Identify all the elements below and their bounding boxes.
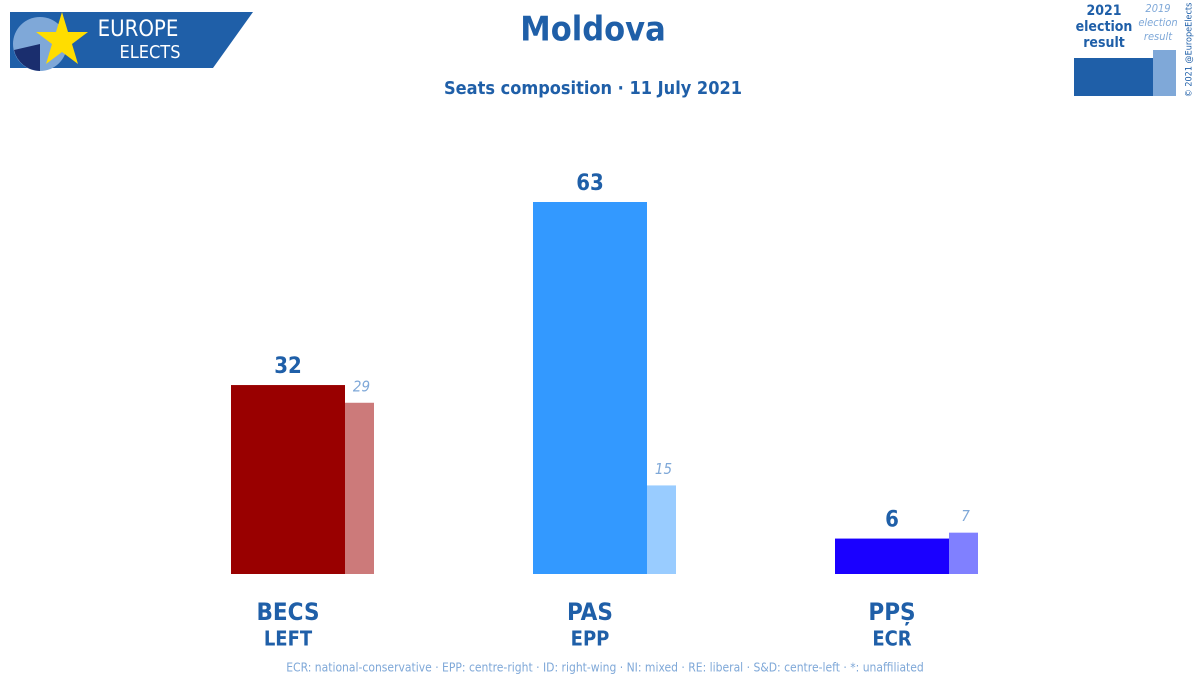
footnote: ECR: national-conservative · EPP: centre… [286,661,924,675]
value-label: 6 [885,508,899,533]
value-label-previous: 29 [353,377,370,395]
value-label: 63 [576,171,604,196]
category-label: PPȘ [868,598,915,626]
group-label: ECR [872,627,911,651]
legend-label: result [1083,35,1125,51]
bar [231,385,345,574]
group-label: LEFT [264,627,313,651]
value-label: 32 [274,354,302,379]
copyright: © 2021 @EuropeElects [1185,3,1195,98]
category-label: BECS [256,598,319,626]
value-label-previous: 7 [961,507,970,525]
logo-slice [14,44,40,71]
legend-swatch [1074,58,1153,96]
chart-subtitle: Seats composition · 11 July 2021 [444,78,742,99]
chart-title: Moldova [520,10,665,50]
legend-label: election [1076,19,1133,35]
logo-text: EUROPE [98,17,179,42]
bar-previous [647,485,676,574]
group-label: EPP [571,627,610,651]
legend-label: 2019 [1145,2,1170,15]
logo-star [36,12,88,64]
legend-swatch [1153,50,1176,96]
logo: EUROPE ELECTS [10,12,253,71]
bar-previous [949,532,978,574]
bar-previous [345,402,374,574]
legend-label: election [1138,16,1177,29]
legend-label: 2021 [1086,3,1121,19]
value-label-previous: 15 [655,460,672,478]
category-label: PAS [567,598,613,626]
bar [533,202,647,574]
legend-label: result [1144,30,1173,43]
logo-text: ELECTS [120,42,181,63]
bar [835,538,949,574]
